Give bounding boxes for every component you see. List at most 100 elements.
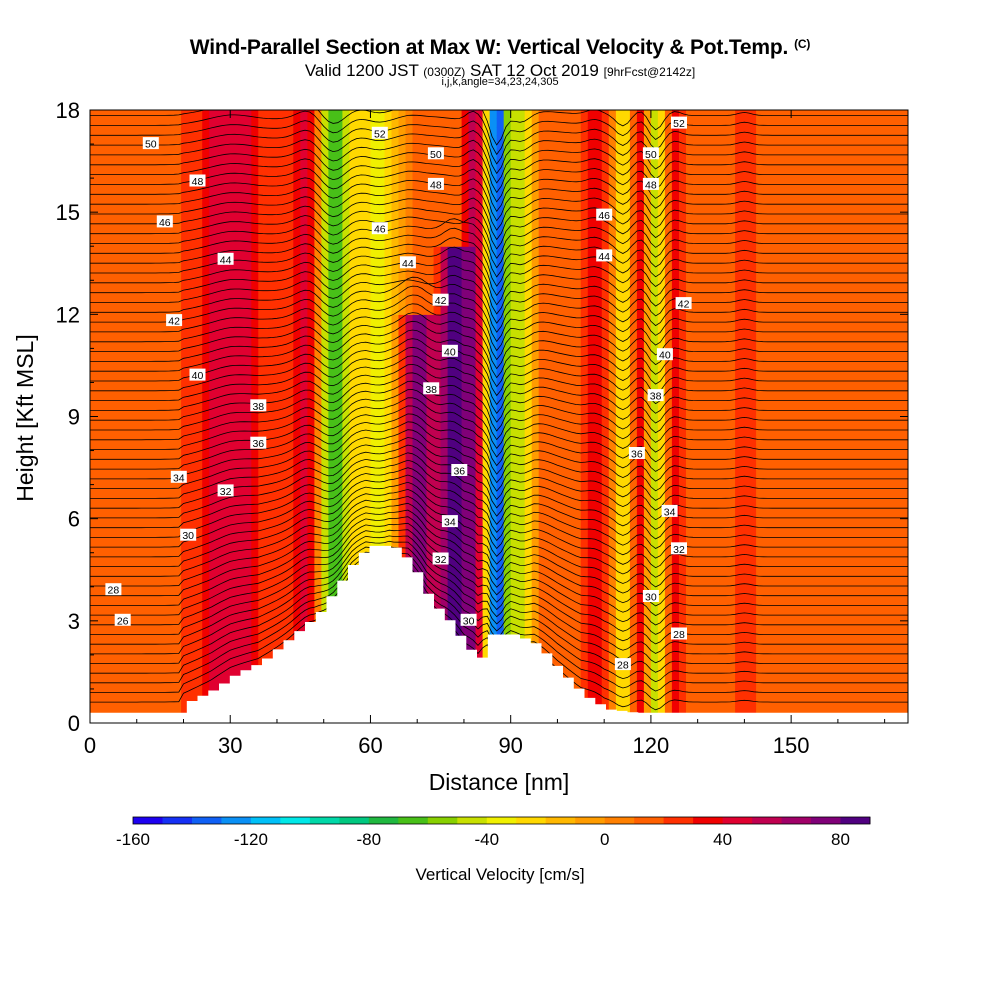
- velocity-cell: [377, 135, 386, 145]
- velocity-cell: [223, 118, 231, 128]
- velocity-cell: [251, 493, 259, 503]
- velocity-cell: [97, 603, 105, 613]
- velocity-cell: [258, 544, 266, 554]
- velocity-cell: [195, 646, 203, 656]
- velocity-cell: [216, 442, 224, 452]
- velocity-cell: [342, 305, 350, 315]
- velocity-cell: [496, 212, 505, 222]
- velocity-cell: [153, 459, 161, 469]
- velocity-cell: [300, 586, 308, 596]
- velocity-cell: [279, 467, 287, 477]
- velocity-cell: [335, 399, 343, 409]
- velocity-cell: [419, 450, 428, 460]
- velocity-cell: [398, 169, 407, 179]
- velocity-cell: [314, 578, 322, 588]
- velocity-cell: [216, 595, 224, 605]
- velocity-cell: [440, 144, 449, 154]
- velocity-cell: [279, 220, 287, 230]
- velocity-cell: [384, 195, 393, 205]
- velocity-cell: [153, 373, 161, 383]
- velocity-cell: [181, 484, 189, 494]
- velocity-cell: [545, 629, 554, 639]
- velocity-cell: [153, 246, 161, 256]
- velocity-cell: [139, 510, 147, 520]
- velocity-cell: [321, 144, 329, 154]
- velocity-cell: [405, 110, 414, 120]
- velocity-cell: [104, 348, 112, 358]
- velocity-cell: [510, 425, 519, 435]
- velocity-cell: [559, 552, 568, 562]
- velocity-cell: [286, 510, 294, 520]
- velocity-cell: [503, 442, 512, 452]
- velocity-cell: [125, 467, 133, 477]
- velocity-cell: [475, 220, 484, 230]
- velocity-cell: [202, 578, 210, 588]
- velocity-cell: [335, 493, 343, 503]
- velocity-cell: [503, 331, 512, 341]
- velocity-cell: [202, 271, 210, 281]
- velocity-cell: [132, 135, 140, 145]
- velocity-cell: [510, 127, 519, 137]
- velocity-cell: [545, 425, 554, 435]
- velocity-cell: [384, 339, 393, 349]
- velocity-cell: [475, 305, 484, 315]
- velocity-cell: [118, 118, 126, 128]
- velocity-cell: [167, 110, 175, 120]
- velocity-cell: [202, 654, 210, 664]
- velocity-cell: [559, 178, 568, 188]
- velocity-cell: [272, 408, 280, 418]
- velocity-cell: [482, 178, 491, 188]
- velocity-cell: [300, 314, 308, 324]
- velocity-cell: [468, 305, 477, 315]
- velocity-cell: [468, 493, 477, 503]
- velocity-cell: [503, 476, 512, 486]
- velocity-cell: [174, 152, 182, 162]
- velocity-cell: [251, 254, 259, 264]
- velocity-cell: [132, 203, 140, 213]
- velocity-cell: [566, 578, 575, 588]
- velocity-cell: [286, 569, 294, 579]
- velocity-cell: [258, 212, 266, 222]
- velocity-cell: [384, 535, 393, 545]
- velocity-cell: [566, 161, 575, 171]
- velocity-cell: [90, 237, 98, 247]
- velocity-cell: [139, 237, 147, 247]
- velocity-cell: [97, 586, 105, 596]
- velocity-cell: [279, 629, 287, 639]
- velocity-cell: [286, 322, 294, 332]
- velocity-cell: [125, 203, 133, 213]
- velocity-cell: [195, 161, 203, 171]
- velocity-cell: [314, 178, 322, 188]
- velocity-cell: [335, 280, 343, 290]
- velocity-cell: [209, 450, 217, 460]
- velocity-cell: [321, 476, 329, 486]
- velocity-cell: [132, 663, 140, 673]
- velocity-cell: [342, 246, 350, 256]
- velocity-cell: [216, 416, 224, 426]
- velocity-cell: [209, 271, 217, 281]
- velocity-cell: [153, 671, 161, 681]
- velocity-cell: [482, 127, 491, 137]
- velocity-cell: [293, 161, 301, 171]
- velocity-cell: [482, 637, 491, 647]
- velocity-cell: [167, 305, 175, 315]
- velocity-cell: [524, 544, 533, 554]
- velocity-cell: [342, 373, 350, 383]
- velocity-cell: [118, 399, 126, 409]
- velocity-cell: [97, 459, 105, 469]
- velocity-cell: [440, 280, 449, 290]
- velocity-cell: [223, 220, 231, 230]
- velocity-cell: [223, 442, 231, 452]
- velocity-cell: [496, 110, 505, 120]
- velocity-cell: [475, 620, 484, 630]
- velocity-cell: [363, 322, 371, 332]
- velocity-cell: [118, 408, 126, 418]
- velocity-cell: [468, 527, 477, 537]
- velocity-cell: [454, 433, 463, 443]
- velocity-cell: [230, 237, 238, 247]
- velocity-cell: [139, 561, 147, 571]
- velocity-cell: [328, 314, 336, 324]
- velocity-cell: [545, 322, 554, 332]
- velocity-cell: [538, 399, 547, 409]
- velocity-cell: [524, 288, 533, 298]
